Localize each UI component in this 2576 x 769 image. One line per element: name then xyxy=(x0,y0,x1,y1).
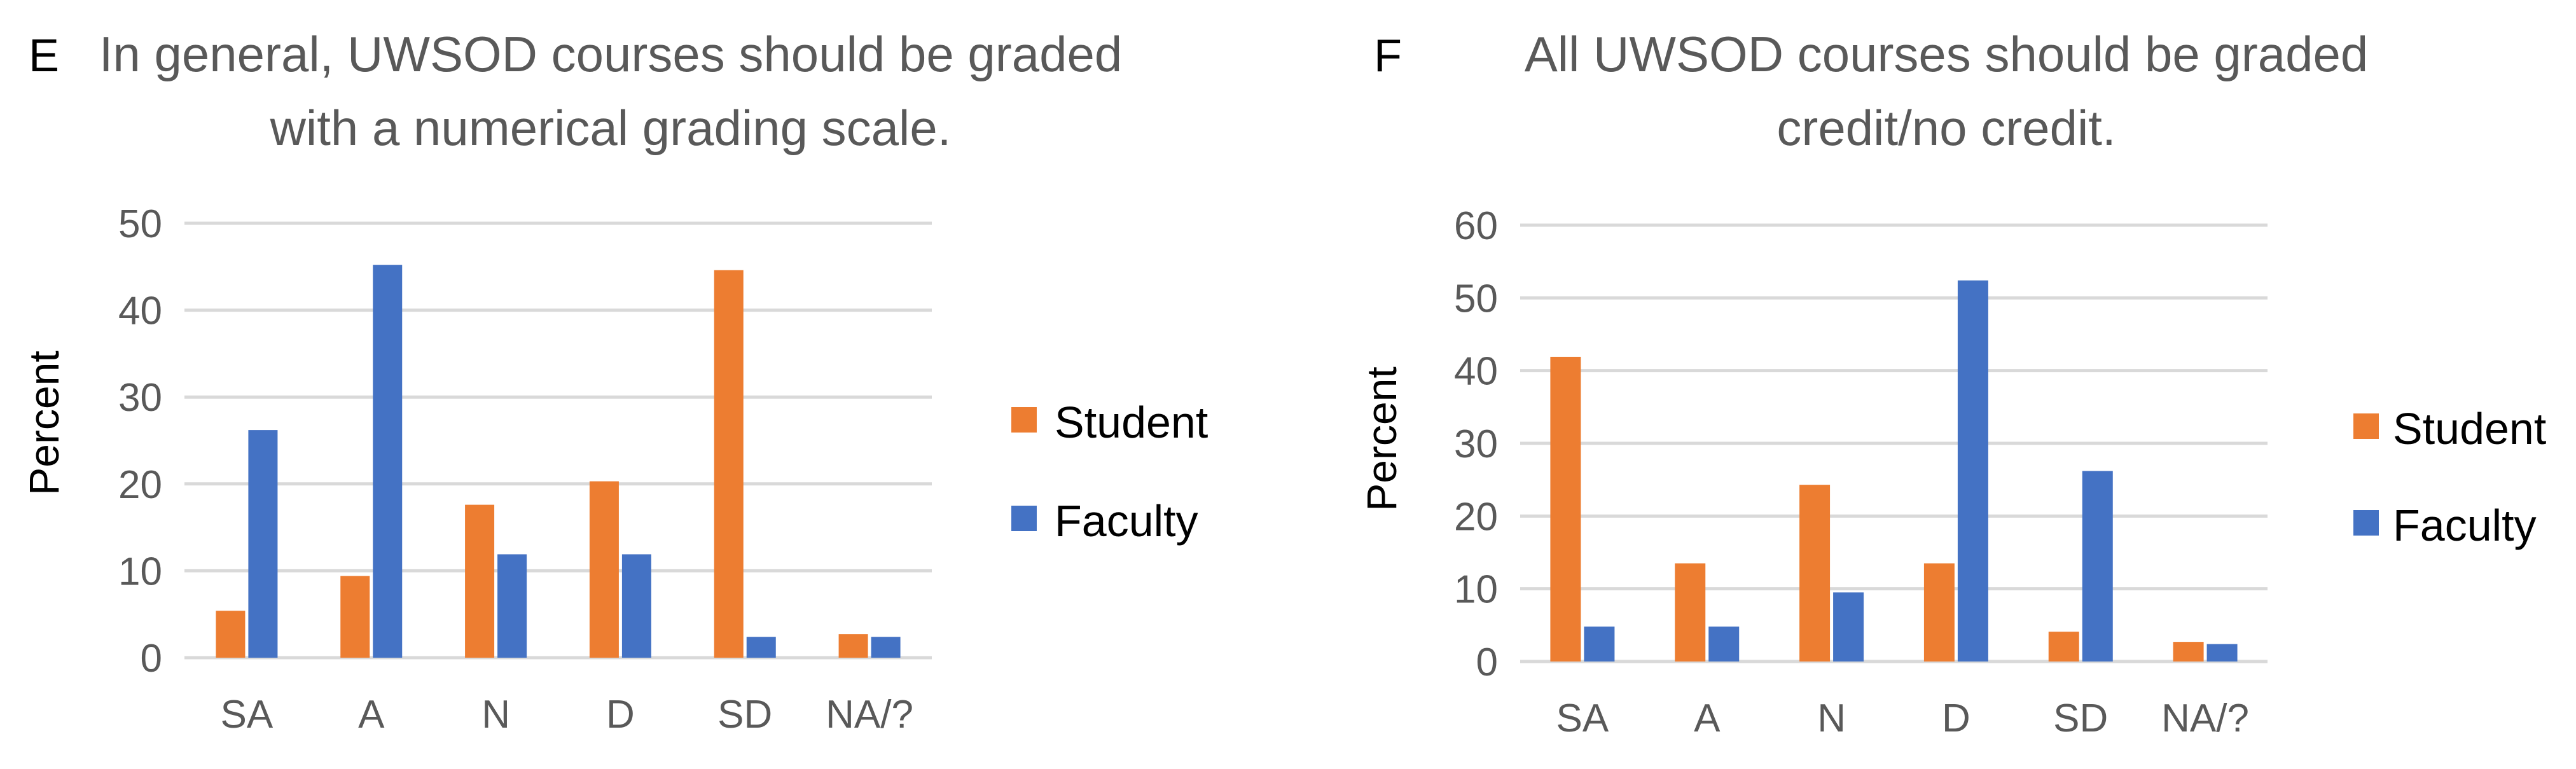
bar-student-a xyxy=(340,576,370,658)
x-tick-label: A xyxy=(358,693,385,737)
y-axis-label-e: Percent xyxy=(20,350,67,495)
bar-student-sd xyxy=(2048,632,2079,662)
bar-faculty-na xyxy=(2206,644,2238,662)
y-axis-label-f: Percent xyxy=(1358,366,1405,511)
x-axis-ticks-e: SA A N D SD NA/? xyxy=(221,693,913,737)
bar-faculty-a xyxy=(373,265,403,658)
gridlines-f xyxy=(1520,223,2268,663)
y-tick-label: 10 xyxy=(118,550,162,593)
bar-faculty-na xyxy=(871,637,901,658)
x-tick-label: SD xyxy=(717,693,772,737)
y-axis-ticks-f: 0 10 20 30 40 50 60 xyxy=(1454,204,1498,684)
bar-student-n xyxy=(465,504,495,658)
bar-faculty-n xyxy=(1833,592,1864,662)
x-tick-label: N xyxy=(481,693,510,737)
y-tick-label: 10 xyxy=(1454,568,1498,612)
bar-faculty-sd xyxy=(746,637,776,658)
legend-label-faculty-e: Faculty xyxy=(1055,496,1198,546)
legend-label-student-f: Student xyxy=(2393,404,2546,454)
chart-panel-e: E In general, UWSOD courses should be gr… xyxy=(20,26,1208,737)
x-tick-label: SA xyxy=(1556,696,1609,740)
chart-title-e-line1: In general, UWSOD courses should be grad… xyxy=(99,26,1123,82)
bar-faculty-d xyxy=(621,554,651,658)
chart-title-f-line2: credit/no credit. xyxy=(1776,100,2116,156)
bar-student-n xyxy=(1799,485,1831,662)
bars-f xyxy=(1550,280,2238,662)
bar-faculty-sa xyxy=(248,430,278,658)
x-tick-label: A xyxy=(1694,696,1721,740)
x-tick-label: NA/? xyxy=(826,693,913,737)
y-tick-label: 50 xyxy=(118,202,162,246)
y-tick-label: 30 xyxy=(1454,422,1498,466)
bar-student-na xyxy=(2173,642,2204,662)
bar-faculty-sa xyxy=(1584,627,1615,662)
legend-swatch-faculty-f xyxy=(2353,510,2379,536)
x-axis-ticks-f: SA A N D SD NA/? xyxy=(1556,696,2249,740)
y-axis-ticks-e: 0 10 20 30 40 50 xyxy=(118,202,162,681)
bar-faculty-d xyxy=(1957,280,1988,662)
bar-faculty-a xyxy=(1708,627,1740,662)
bars-e xyxy=(216,265,901,658)
y-tick-label: 60 xyxy=(1454,204,1498,248)
x-tick-label: D xyxy=(606,693,635,737)
bar-faculty-sd xyxy=(2082,471,2113,662)
panel-label-f: F xyxy=(1374,31,1402,81)
chart-title-f-line1: All UWSOD courses should be graded xyxy=(1525,26,2369,82)
bar-student-sa xyxy=(216,611,246,658)
bar-student-a xyxy=(1675,563,1706,662)
y-tick-label: 20 xyxy=(1454,495,1498,539)
x-tick-label: N xyxy=(1817,696,1846,740)
bar-student-sd xyxy=(714,270,744,658)
chart-title-e-line2: with a numerical grading scale. xyxy=(270,100,952,156)
y-tick-label: 20 xyxy=(118,463,162,507)
y-tick-label: 40 xyxy=(1454,350,1498,394)
y-tick-label: 50 xyxy=(1454,277,1498,321)
legend-label-student-e: Student xyxy=(1055,398,1208,447)
x-tick-label: SD xyxy=(2053,696,2108,740)
legend-swatch-student-f xyxy=(2353,413,2379,439)
legend-swatch-student-e xyxy=(1011,407,1037,433)
gridlines-e xyxy=(184,221,932,660)
legend-label-faculty-f: Faculty xyxy=(2393,501,2537,550)
chart-panel-f: F All UWSOD courses should be graded cre… xyxy=(1358,26,2546,740)
bar-student-sa xyxy=(1550,356,1581,662)
legend-swatch-faculty-e xyxy=(1011,506,1037,531)
bar-student-na xyxy=(838,634,868,658)
legend-f: Student Faculty xyxy=(2353,404,2546,550)
panel-label-e: E xyxy=(29,31,59,81)
bar-faculty-n xyxy=(497,554,527,658)
x-tick-label: SA xyxy=(221,693,274,737)
y-tick-label: 30 xyxy=(118,376,162,420)
x-tick-label: NA/? xyxy=(2161,696,2249,740)
x-tick-label: D xyxy=(1942,696,1970,740)
legend-e: Student Faculty xyxy=(1011,398,1208,546)
y-tick-label: 0 xyxy=(141,637,162,681)
bar-student-d xyxy=(1923,563,1955,662)
y-tick-label: 40 xyxy=(118,289,162,333)
bar-student-d xyxy=(589,481,619,658)
y-tick-label: 0 xyxy=(1476,641,1498,684)
